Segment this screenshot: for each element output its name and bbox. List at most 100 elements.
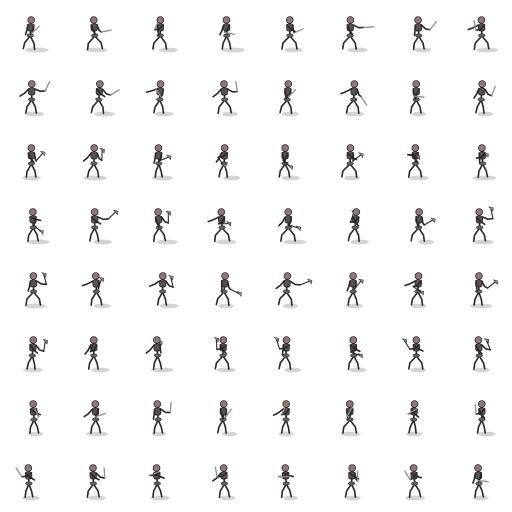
skeleton-body xyxy=(90,80,120,115)
axe-icon xyxy=(41,272,48,285)
sprite-shadow xyxy=(411,111,426,117)
sword-icon xyxy=(44,81,51,92)
skeleton-sprite xyxy=(347,336,367,373)
skeleton-sprite xyxy=(341,144,364,181)
sprite-frame xyxy=(128,128,192,192)
sprite-shadow xyxy=(470,303,493,309)
skeleton-body xyxy=(275,272,313,307)
sprite-shadow xyxy=(223,175,241,181)
sword-icon xyxy=(15,467,23,478)
skeleton-sprite xyxy=(81,272,111,309)
sprite-shadow xyxy=(281,111,299,117)
sword-icon xyxy=(169,401,172,414)
axe-icon xyxy=(483,338,491,350)
sprite-frame xyxy=(320,128,384,192)
skeleton-sprite xyxy=(207,208,236,245)
sprite-shadow xyxy=(93,303,111,309)
sprite-frame xyxy=(64,256,128,320)
sprite-frame xyxy=(256,64,320,128)
sprite-shadow xyxy=(347,47,368,53)
sprite-shadow xyxy=(221,431,237,437)
skeleton-sprite xyxy=(84,336,110,373)
sprite-frame xyxy=(64,192,128,256)
sprite-shadow xyxy=(22,175,41,181)
axe-icon xyxy=(229,288,242,297)
skeleton-body xyxy=(401,336,424,370)
sprite-shadow xyxy=(218,303,234,309)
sprite-shadow xyxy=(215,239,236,245)
skeleton-body xyxy=(473,80,496,114)
sword-icon xyxy=(154,87,162,98)
skeleton-sprite xyxy=(409,80,426,117)
skeleton-body xyxy=(410,208,436,242)
skeleton-body xyxy=(347,208,361,243)
axe-icon xyxy=(282,159,294,171)
sword-icon xyxy=(148,471,160,476)
skeleton-body xyxy=(473,336,492,371)
sprite-frame xyxy=(64,128,128,192)
skeleton-sprite xyxy=(470,272,499,309)
skeleton-body xyxy=(472,464,489,499)
axe-icon xyxy=(352,152,364,162)
skeleton-sprite xyxy=(273,336,301,373)
axe-icon xyxy=(159,154,172,162)
skeleton-sprite xyxy=(22,16,49,53)
skeleton-sprite xyxy=(145,336,174,373)
skeleton-sprite xyxy=(278,208,307,245)
sprite-shadow xyxy=(219,495,236,501)
sprite-shadow xyxy=(417,239,435,245)
axe-icon xyxy=(412,286,425,296)
skeleton-body xyxy=(278,208,302,242)
sprite-frame xyxy=(448,64,512,128)
sword-icon xyxy=(477,480,489,483)
skeleton-body xyxy=(15,464,36,498)
sprite-shadow xyxy=(216,367,236,373)
skeleton-sprite xyxy=(26,208,50,245)
sprite-frame xyxy=(0,64,64,128)
skeleton-sprite xyxy=(212,80,239,117)
sprite-frame xyxy=(320,384,384,448)
sprite-frame xyxy=(256,384,320,448)
axe-icon xyxy=(218,221,232,227)
sprite-shadow xyxy=(87,495,106,501)
skeleton-body xyxy=(83,400,106,434)
skeleton-sprite xyxy=(152,16,178,53)
sprite-frame xyxy=(448,192,512,256)
sprite-frame xyxy=(384,64,448,128)
skeleton-body xyxy=(152,400,172,435)
sprite-frame xyxy=(0,0,64,64)
skeleton-sprite xyxy=(213,336,236,373)
skeleton-sprite xyxy=(82,144,108,181)
skeleton-sprite xyxy=(153,208,178,245)
sword-icon xyxy=(235,81,239,93)
sprite-shadow xyxy=(150,495,170,501)
skeleton-sprite xyxy=(151,144,173,181)
skeleton-body xyxy=(145,336,163,370)
skeleton-body xyxy=(409,80,425,114)
skeleton-body xyxy=(26,336,49,370)
skeleton-body xyxy=(347,336,363,370)
sword-icon xyxy=(100,29,112,33)
skeleton-body xyxy=(404,272,425,306)
sprite-frame xyxy=(320,0,384,64)
axe-icon xyxy=(288,224,302,232)
sprite-frame xyxy=(448,256,512,320)
axe-icon xyxy=(423,217,436,226)
sprite-frame xyxy=(128,192,192,256)
skeleton-sprite xyxy=(219,16,245,53)
sprite-shadow xyxy=(477,431,496,437)
sprite-frame xyxy=(0,128,64,192)
axe-icon xyxy=(97,277,105,290)
axe-icon xyxy=(213,336,220,350)
skeleton-sprite xyxy=(148,464,170,501)
skeleton-body xyxy=(145,80,165,114)
sprite-shadow xyxy=(94,111,115,117)
sprite-frame xyxy=(0,384,64,448)
skeleton-sprite xyxy=(86,464,106,501)
sprite-shadow xyxy=(476,47,498,53)
sprite-shadow xyxy=(91,367,110,373)
sprite-frame xyxy=(384,0,448,64)
skeleton-body xyxy=(346,272,364,306)
skeleton-body xyxy=(212,80,239,115)
skeleton-body xyxy=(467,16,490,50)
